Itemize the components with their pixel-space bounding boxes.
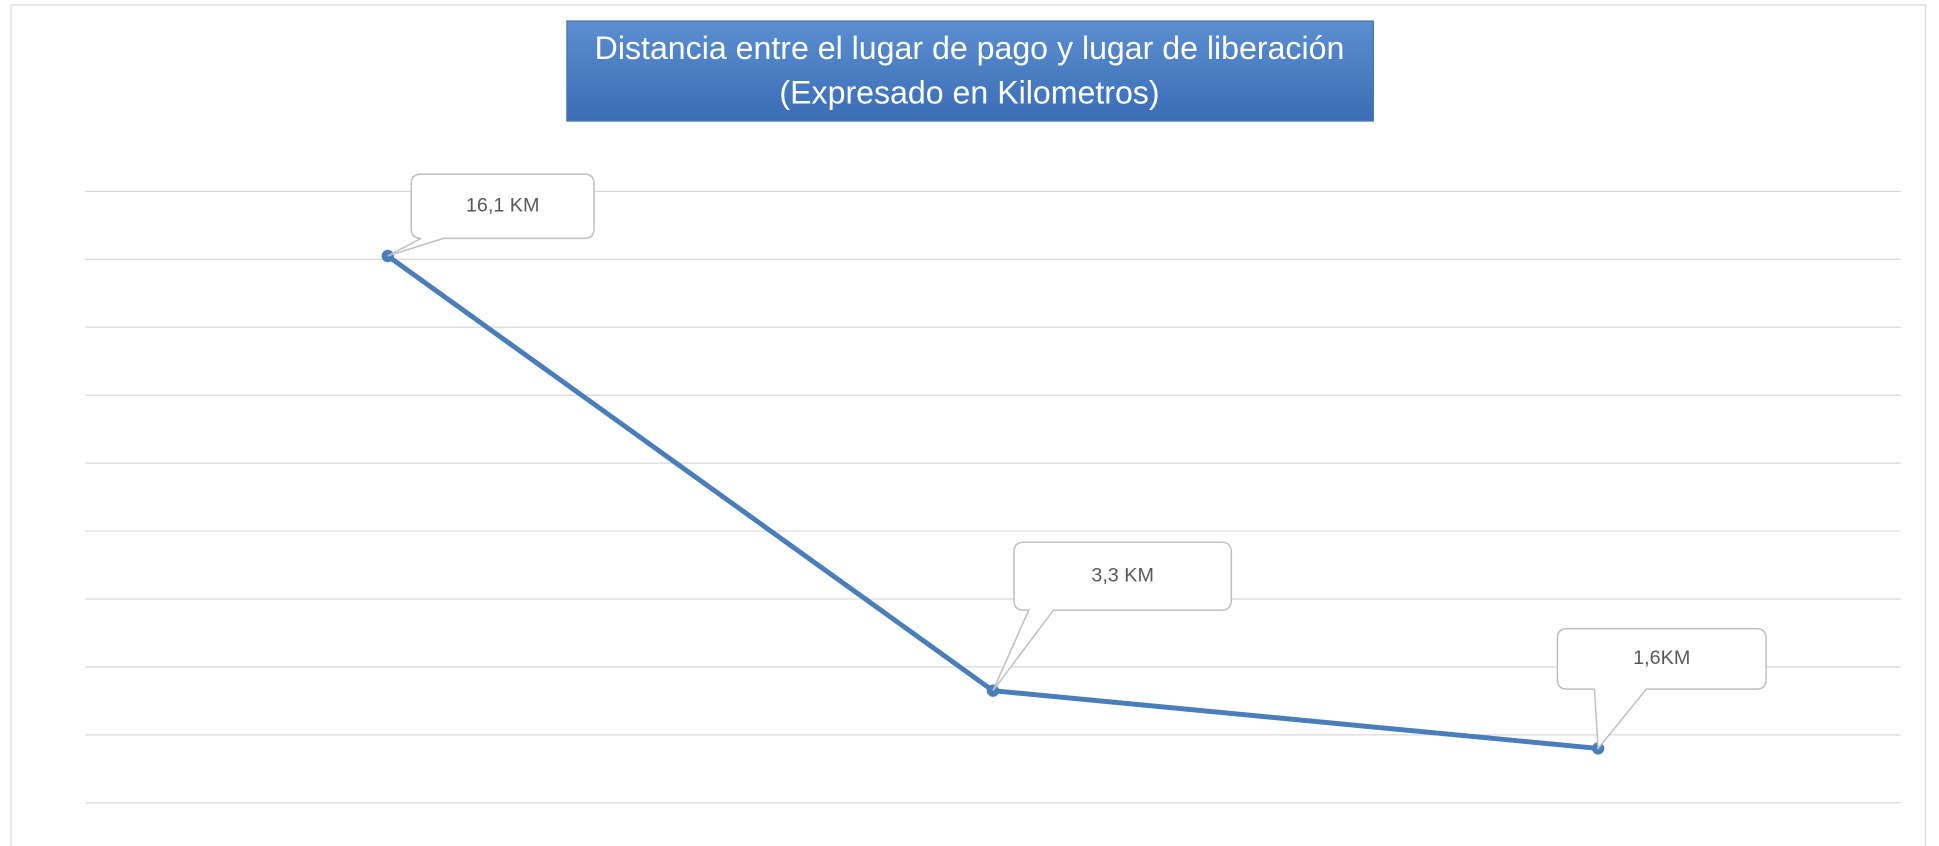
chart-title: Distancia entre el lugar de pago y lugar… bbox=[595, 30, 1345, 66]
data-label: 3,3 KM bbox=[1091, 564, 1154, 586]
title-box bbox=[566, 20, 1374, 122]
chart-frame bbox=[10, 4, 1927, 846]
plot-area: 16,1 KM 3,3 KM 1,6KM bbox=[381, 173, 1767, 755]
data-label: 1,6KM bbox=[1633, 647, 1690, 669]
data-label-callout bbox=[992, 541, 1233, 692]
data-label-callout bbox=[387, 173, 595, 257]
grid bbox=[85, 190, 1901, 804]
data-label-callout bbox=[1556, 627, 1767, 751]
chart-subtitle: (Expresado en Kilometros) bbox=[779, 75, 1159, 111]
data-label: 16,1 KM bbox=[466, 194, 540, 216]
